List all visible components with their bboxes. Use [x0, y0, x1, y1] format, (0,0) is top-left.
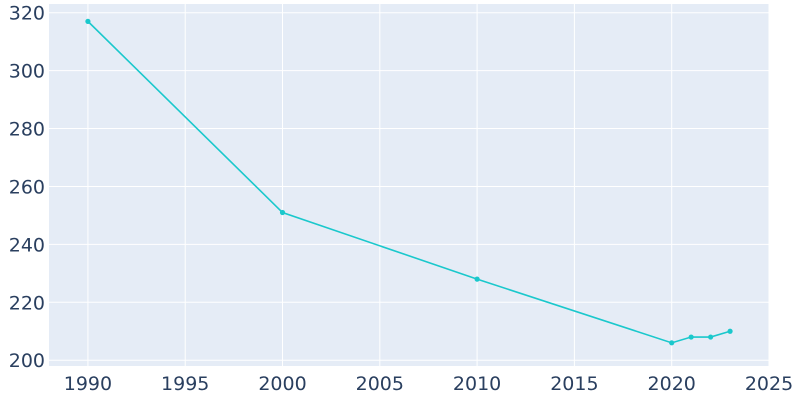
- data-point: [85, 18, 91, 24]
- data-point: [279, 209, 286, 216]
- y-tick-label: 240: [9, 234, 45, 256]
- x-tick-label: 2015: [550, 373, 598, 395]
- x-axis-tick-labels: 1990 1995 2000 2005 2010 2015 2020 2025: [64, 373, 793, 395]
- y-tick-label: 320: [9, 3, 45, 25]
- x-tick-label: 2020: [648, 373, 696, 395]
- data-point: [688, 334, 694, 340]
- x-tick-label: 1995: [161, 373, 209, 395]
- x-tick-label: 2005: [356, 373, 404, 395]
- data-point: [474, 276, 480, 282]
- y-tick-label: 280: [9, 119, 45, 141]
- x-tick-label: 2000: [258, 373, 306, 395]
- y-axis-tick-labels: 200 220 240 260 280 300 320: [9, 3, 45, 373]
- y-tick-label: 300: [9, 61, 45, 83]
- data-point: [727, 328, 733, 334]
- x-tick-label: 1990: [64, 373, 112, 395]
- y-tick-label: 220: [9, 292, 45, 314]
- y-tick-label: 260: [9, 176, 45, 198]
- data-point: [669, 340, 675, 346]
- data-point: [708, 334, 714, 340]
- grid-lines: [49, 4, 770, 366]
- plot-background: [49, 4, 769, 366]
- x-tick-label: 2010: [453, 373, 501, 395]
- series-markers: [85, 18, 733, 346]
- y-tick-label: 200: [9, 350, 45, 372]
- x-tick-label: 2025: [745, 373, 793, 395]
